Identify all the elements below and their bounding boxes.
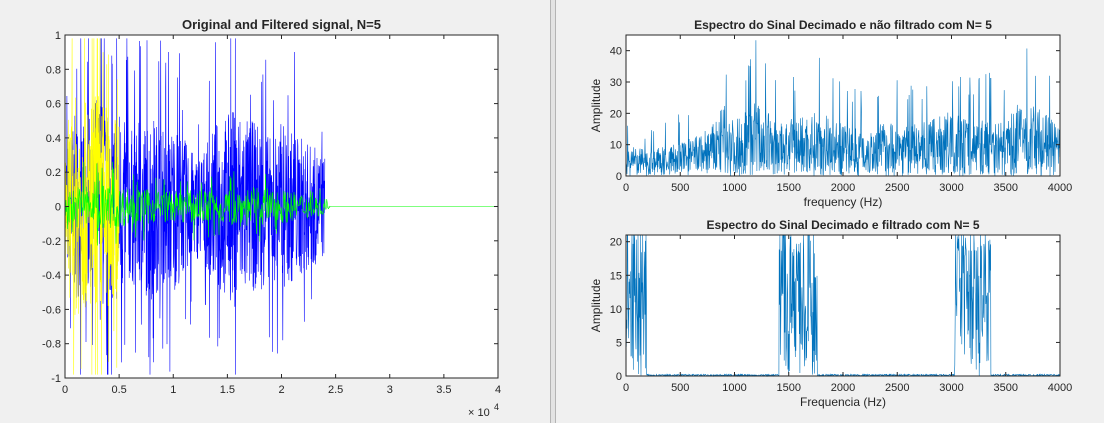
x-tick-label: 4000 [1048,182,1072,194]
y-tick-label: -1 [51,373,61,385]
x-tick-label: 3500 [994,182,1018,194]
x-tick-label: 0 [62,384,68,396]
y-tick-label: -0.4 [42,270,61,282]
y-tick-label: 20 [610,237,622,249]
x-tick-label: 3000 [939,182,963,194]
x-tick-label: 3000 [939,382,963,394]
y-axis-label: Amplitude [589,279,603,333]
x-tick-label: 2 [278,384,284,396]
y-tick-label: 10 [610,140,622,152]
y-tick-label: -0.6 [42,304,61,316]
x-tick-label: 500 [671,182,689,194]
x-tick-label: 4000 [1048,382,1072,394]
x-tick-label: 4 [495,384,501,396]
y-tick-label: 0.2 [46,167,61,179]
x-tick-label: 1 [170,384,176,396]
chart-original-filtered-signal: 0 0.5 1 1.5 2 2.5 3 3.5 4 -1 -0.8 -0.6 -0.4 -0.2 0 0.2 0… [42,17,501,419]
y-tick-label: 0.4 [46,133,61,145]
x-tick-label: 1000 [722,382,746,394]
y-tick-label: 5 [616,337,622,349]
plot-area[interactable] [626,235,1060,376]
y-tick-label: 30 [610,77,622,89]
signal-series-2 [64,161,498,246]
x-tick-label: 1500 [777,382,801,394]
x-exponent-power: 4 [494,402,499,412]
chart-title: Espectro do Sinal Decimado e não filtrad… [694,18,992,32]
x-tick-label: 0 [623,382,629,394]
x-axis-label: Frequencia (Hz) [800,395,886,409]
chart-spectrum-filtered: 0 500 1000 1500 2000 2500 3000 3500 4000 0 5 10 15 20… [589,218,1072,409]
y-tick-label: 40 [610,46,622,58]
chart-spectrum-unfiltered: 0 500 1000 1500 2000 2500 3000 3500 4000 0 10 20 30 4… [589,18,1072,209]
x-tick-label: 2500 [885,182,909,194]
x-tick-label: 1500 [777,182,801,194]
y-tick-label: 0 [616,371,622,383]
spectrum-series [625,40,1061,177]
x-tick-label: 0 [623,182,629,194]
y-axis-label: Amplitude [589,79,603,133]
x-tick-label: 2000 [831,182,855,194]
signal-traces [64,38,498,375]
y-tick-label: 1 [55,30,61,42]
x-axis-label: frequency (Hz) [804,195,883,209]
x-tick-label: 1000 [722,182,746,194]
y-tick-label: 20 [610,108,622,120]
x-tick-label: 2500 [885,382,909,394]
x-tick-label: 2000 [831,382,855,394]
left-figure-panel: 0 0.5 1 1.5 2 2.5 3 3.5 4 -1 -0.8 -0.6 -0.4 -0.2 0 0.2 0… [0,0,550,423]
y-tick-label: -0.8 [42,339,61,351]
panel-divider[interactable] [550,0,556,423]
x-exponent-label: × 10 [468,407,490,419]
x-tick-label: 3.5 [436,384,451,396]
x-tick-label: 500 [671,382,689,394]
y-tick-label: 0 [616,171,622,183]
y-tick-label: -0.2 [42,236,61,248]
y-tick-label: 0.8 [46,64,61,76]
x-tick-label: 3 [387,384,393,396]
x-tick-label: 0.5 [111,384,126,396]
y-tick-label: 0 [55,202,61,214]
right-figure-panel: 0 500 1000 1500 2000 2500 3000 3500 4000 0 10 20 30 4… [556,0,1104,423]
chart-title: Original and Filtered signal, N=5 [182,17,381,32]
x-tick-label: 2.5 [328,384,343,396]
y-tick-label: 10 [610,304,622,316]
chart-title: Espectro do Sinal Decimado e filtrado co… [706,218,979,232]
y-tick-label: 0.6 [46,99,61,111]
x-tick-label: 3500 [994,382,1018,394]
x-tick-label: 1.5 [220,384,235,396]
y-tick-label: 15 [610,270,622,282]
